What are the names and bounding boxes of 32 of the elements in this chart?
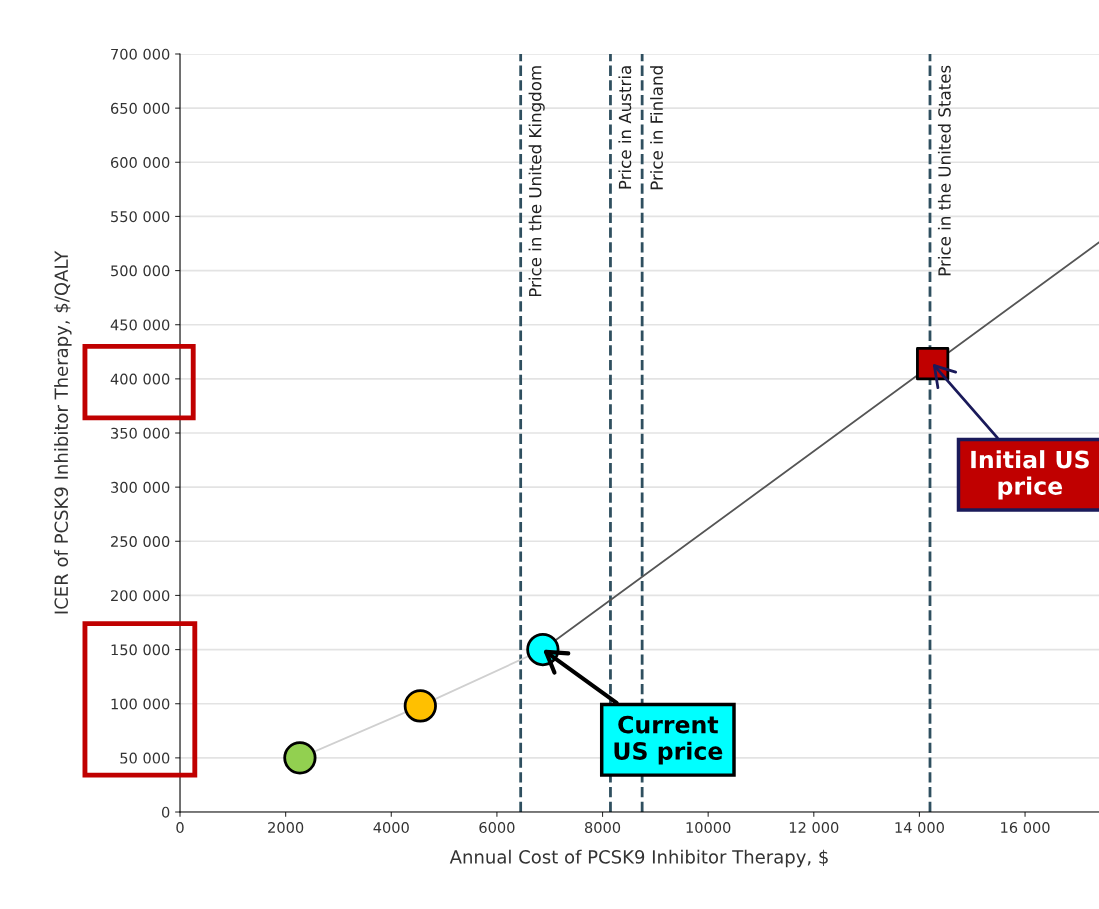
x-tick-label: 14 000 (895, 821, 944, 834)
y-tick-label: 50 000 (120, 752, 170, 764)
y-tick-label: 300 000 (111, 481, 170, 493)
annotation: Initial US price (971, 450, 1089, 500)
x-tick-label: 12 000 (789, 821, 839, 834)
y-tick-label: 700 000 (111, 48, 170, 60)
y-tick-label: 500 000 (111, 265, 170, 277)
x-axis-title: Annual Cost of PCSK9 Inhibitor Therapy, $ (449, 849, 828, 868)
x-tick-label: 8000 (584, 821, 621, 834)
ref-line-label: Price in Finland (650, 66, 663, 190)
ref-line-label: Price in the United States (937, 65, 951, 276)
y-tick-label: 550 000 (111, 211, 170, 223)
y-tick-label: 200 000 (111, 590, 170, 602)
y-axis-title: ICER of PCSK9 Inhibitor Therapy, $/QALY (54, 250, 72, 614)
x-tick-label: 0 (176, 821, 184, 834)
x-tick-label: 16 000 (1001, 821, 1050, 834)
y-tick-label: 400 000 (110, 373, 170, 385)
y-tick-label: 350 000 (111, 427, 170, 439)
y-tick-label: 450 000 (110, 319, 170, 331)
ref-line-label: Price in Austria (618, 66, 632, 189)
y-tick-label: 250 000 (111, 536, 170, 548)
y-tick-label: 600 000 (111, 157, 170, 169)
annotation: Current US price (614, 715, 723, 765)
y-tick-label: 650 000 (111, 102, 170, 114)
y-tick-label: 0 (161, 806, 170, 818)
x-tick-label: 6000 (479, 821, 515, 834)
y-tick-label: 100 000 (111, 698, 170, 710)
x-tick-label: 2000 (268, 821, 304, 834)
x-tick-label: 10000 (686, 821, 731, 834)
x-tick-label: 4000 (373, 821, 409, 834)
y-tick-label: 150 000 (111, 644, 170, 656)
ref-line-label: Price in the United Kingdom (528, 66, 545, 297)
